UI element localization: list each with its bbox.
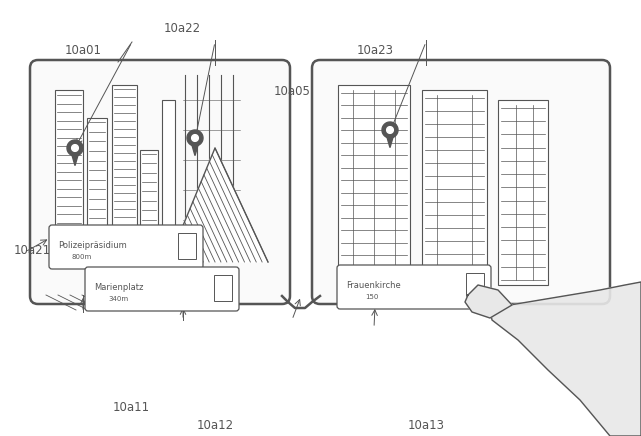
Text: 10a11: 10a11	[113, 401, 150, 414]
Text: Frauenkirche: Frauenkirche	[346, 281, 401, 290]
FancyBboxPatch shape	[30, 60, 290, 304]
Bar	[55, 90, 83, 260]
Polygon shape	[67, 140, 83, 156]
Polygon shape	[71, 150, 79, 166]
Text: 10a13: 10a13	[408, 419, 445, 432]
Polygon shape	[190, 140, 199, 156]
Polygon shape	[168, 148, 268, 262]
Text: 10a05: 10a05	[273, 85, 310, 98]
Text: 10a23: 10a23	[356, 44, 394, 57]
Bar	[466, 273, 484, 299]
Text: 10a01: 10a01	[65, 44, 102, 57]
Bar	[178, 233, 196, 259]
FancyBboxPatch shape	[49, 225, 203, 269]
Text: 800m: 800m	[72, 254, 92, 260]
Bar	[162, 100, 175, 260]
Polygon shape	[490, 282, 641, 436]
Bar	[422, 90, 487, 285]
Text: 10a22: 10a22	[164, 22, 201, 35]
Bar	[338, 85, 410, 285]
Bar	[87, 118, 107, 260]
Text: Marienplatz: Marienplatz	[94, 283, 144, 292]
Polygon shape	[187, 130, 203, 146]
FancyBboxPatch shape	[85, 267, 239, 311]
Polygon shape	[386, 133, 394, 148]
Polygon shape	[72, 145, 78, 151]
Bar	[214, 275, 232, 301]
Polygon shape	[465, 285, 512, 318]
Bar	[112, 85, 137, 260]
FancyBboxPatch shape	[312, 60, 610, 304]
Text: Polizeipräsidium: Polizeipräsidium	[58, 241, 127, 250]
Text: 10a21: 10a21	[14, 244, 51, 257]
Bar	[140, 150, 158, 260]
Polygon shape	[192, 135, 198, 141]
Text: 150: 150	[365, 294, 378, 300]
Text: 340m: 340m	[108, 296, 128, 302]
FancyBboxPatch shape	[337, 265, 491, 309]
Polygon shape	[382, 122, 398, 138]
Polygon shape	[387, 126, 394, 133]
Text: 10a12: 10a12	[196, 419, 233, 432]
Bar	[498, 100, 548, 285]
